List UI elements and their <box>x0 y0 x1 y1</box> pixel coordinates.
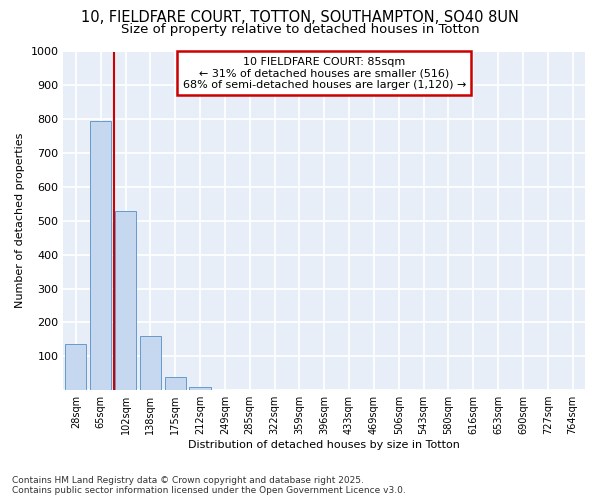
Bar <box>190 386 211 390</box>
Bar <box>164 376 186 390</box>
Bar <box>115 210 136 390</box>
Text: Size of property relative to detached houses in Totton: Size of property relative to detached ho… <box>121 22 479 36</box>
Bar <box>90 121 111 390</box>
Text: 10, FIELDFARE COURT, TOTTON, SOUTHAMPTON, SO40 8UN: 10, FIELDFARE COURT, TOTTON, SOUTHAMPTON… <box>81 10 519 25</box>
Bar <box>65 344 86 390</box>
Text: Contains HM Land Registry data © Crown copyright and database right 2025.
Contai: Contains HM Land Registry data © Crown c… <box>12 476 406 495</box>
Bar <box>140 336 161 390</box>
Y-axis label: Number of detached properties: Number of detached properties <box>15 133 25 308</box>
Text: 10 FIELDFARE COURT: 85sqm
← 31% of detached houses are smaller (516)
68% of semi: 10 FIELDFARE COURT: 85sqm ← 31% of detac… <box>182 56 466 90</box>
X-axis label: Distribution of detached houses by size in Totton: Distribution of detached houses by size … <box>188 440 460 450</box>
